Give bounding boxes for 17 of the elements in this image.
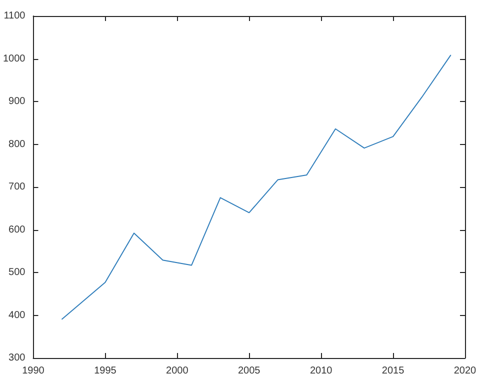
y-tick-label: 600 [8,224,26,236]
x-tick-label: 1995 [94,366,117,376]
y-tick-label: 1000 [2,53,26,64]
x-tick-label: 2000 [166,366,189,376]
y-tick-label: 500 [8,267,26,278]
y-tick-label: 400 [8,310,26,321]
y-tick-label: 700 [8,182,26,192]
line-series [62,54,452,320]
x-tick-label: 1990 [22,366,45,376]
x-tick-label: 2020 [454,366,477,376]
y-tick-label: 800 [8,138,26,150]
x-tick-label: 2010 [310,366,333,376]
x-tick-label: 2015 [382,366,405,376]
y-tick-label: 1100 [4,10,26,22]
y-tick-label: 900 [8,96,26,107]
y-tick-label: 300 [8,352,26,364]
x-tick-label: 2005 [238,366,261,376]
